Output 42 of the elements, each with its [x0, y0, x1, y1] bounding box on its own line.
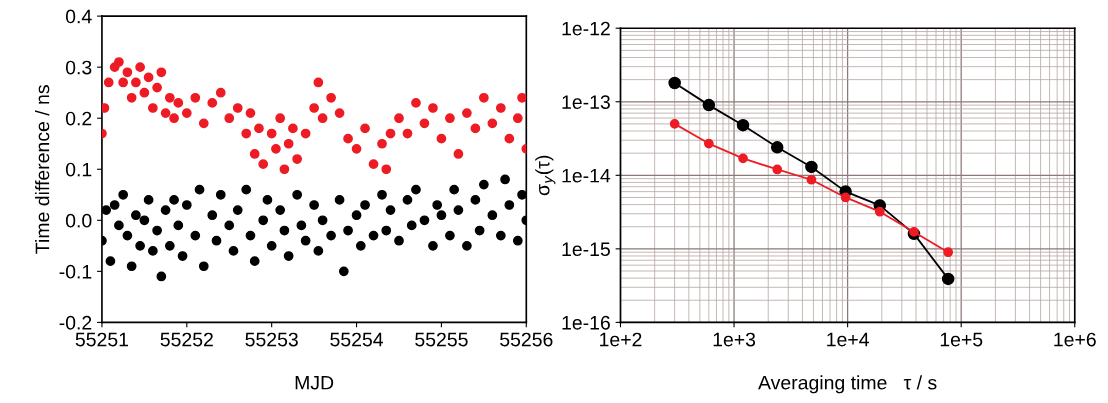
point [702, 98, 716, 112]
x-tick-label: 1e+3 [713, 332, 756, 347]
point [770, 141, 784, 154]
x-tick-label: 1e+6 [1054, 332, 1096, 347]
y-tick-label: 0.4 [65, 9, 92, 24]
y-axis-title: σ$_{y}$(τ) [535, 155, 556, 196]
y-tick-label: 1e-14 [562, 168, 611, 183]
x-tick-label: 55251 [75, 332, 129, 347]
x-tick-label: 1e+2 [600, 332, 642, 347]
y-tick-label: 0.1 [65, 162, 92, 177]
point [772, 164, 783, 175]
y-axis-title: Time difference / ns [35, 85, 50, 254]
y-tick-label: 0.3 [65, 60, 92, 75]
y-tick-label: 0.2 [65, 111, 92, 126]
point [840, 192, 851, 203]
x-tick-label: 55255 [415, 332, 468, 347]
y-tick-label: 1e-15 [562, 242, 610, 257]
point [703, 138, 714, 149]
point [736, 118, 750, 132]
point [668, 76, 681, 90]
x-axis-title: Averaging time τ / s [758, 375, 937, 394]
point [805, 160, 818, 174]
point [738, 153, 748, 164]
y-tick-label: 1e-12 [562, 21, 610, 36]
x-tick-label: 1e+5 [940, 332, 983, 347]
y-tick-label: 0.0 [65, 213, 92, 228]
x-tick-label: 55256 [500, 332, 553, 347]
point [909, 227, 919, 237]
x-tick-label: 1e+4 [827, 332, 869, 347]
point [874, 206, 885, 217]
x-axis-title: MJD [295, 375, 334, 390]
point [943, 247, 954, 258]
point [669, 119, 680, 129]
point [941, 272, 955, 286]
y-tick-label: -0.2 [59, 315, 92, 330]
y-tick-label: 1e-13 [562, 95, 610, 109]
y-tick-label: 1e-16 [562, 315, 610, 330]
y-tick-label: -0.1 [59, 264, 92, 279]
x-tick-label: 55253 [245, 332, 298, 347]
x-tick-label: 55254 [330, 332, 384, 347]
x-tick-label: 55252 [160, 332, 213, 347]
point [806, 174, 817, 185]
